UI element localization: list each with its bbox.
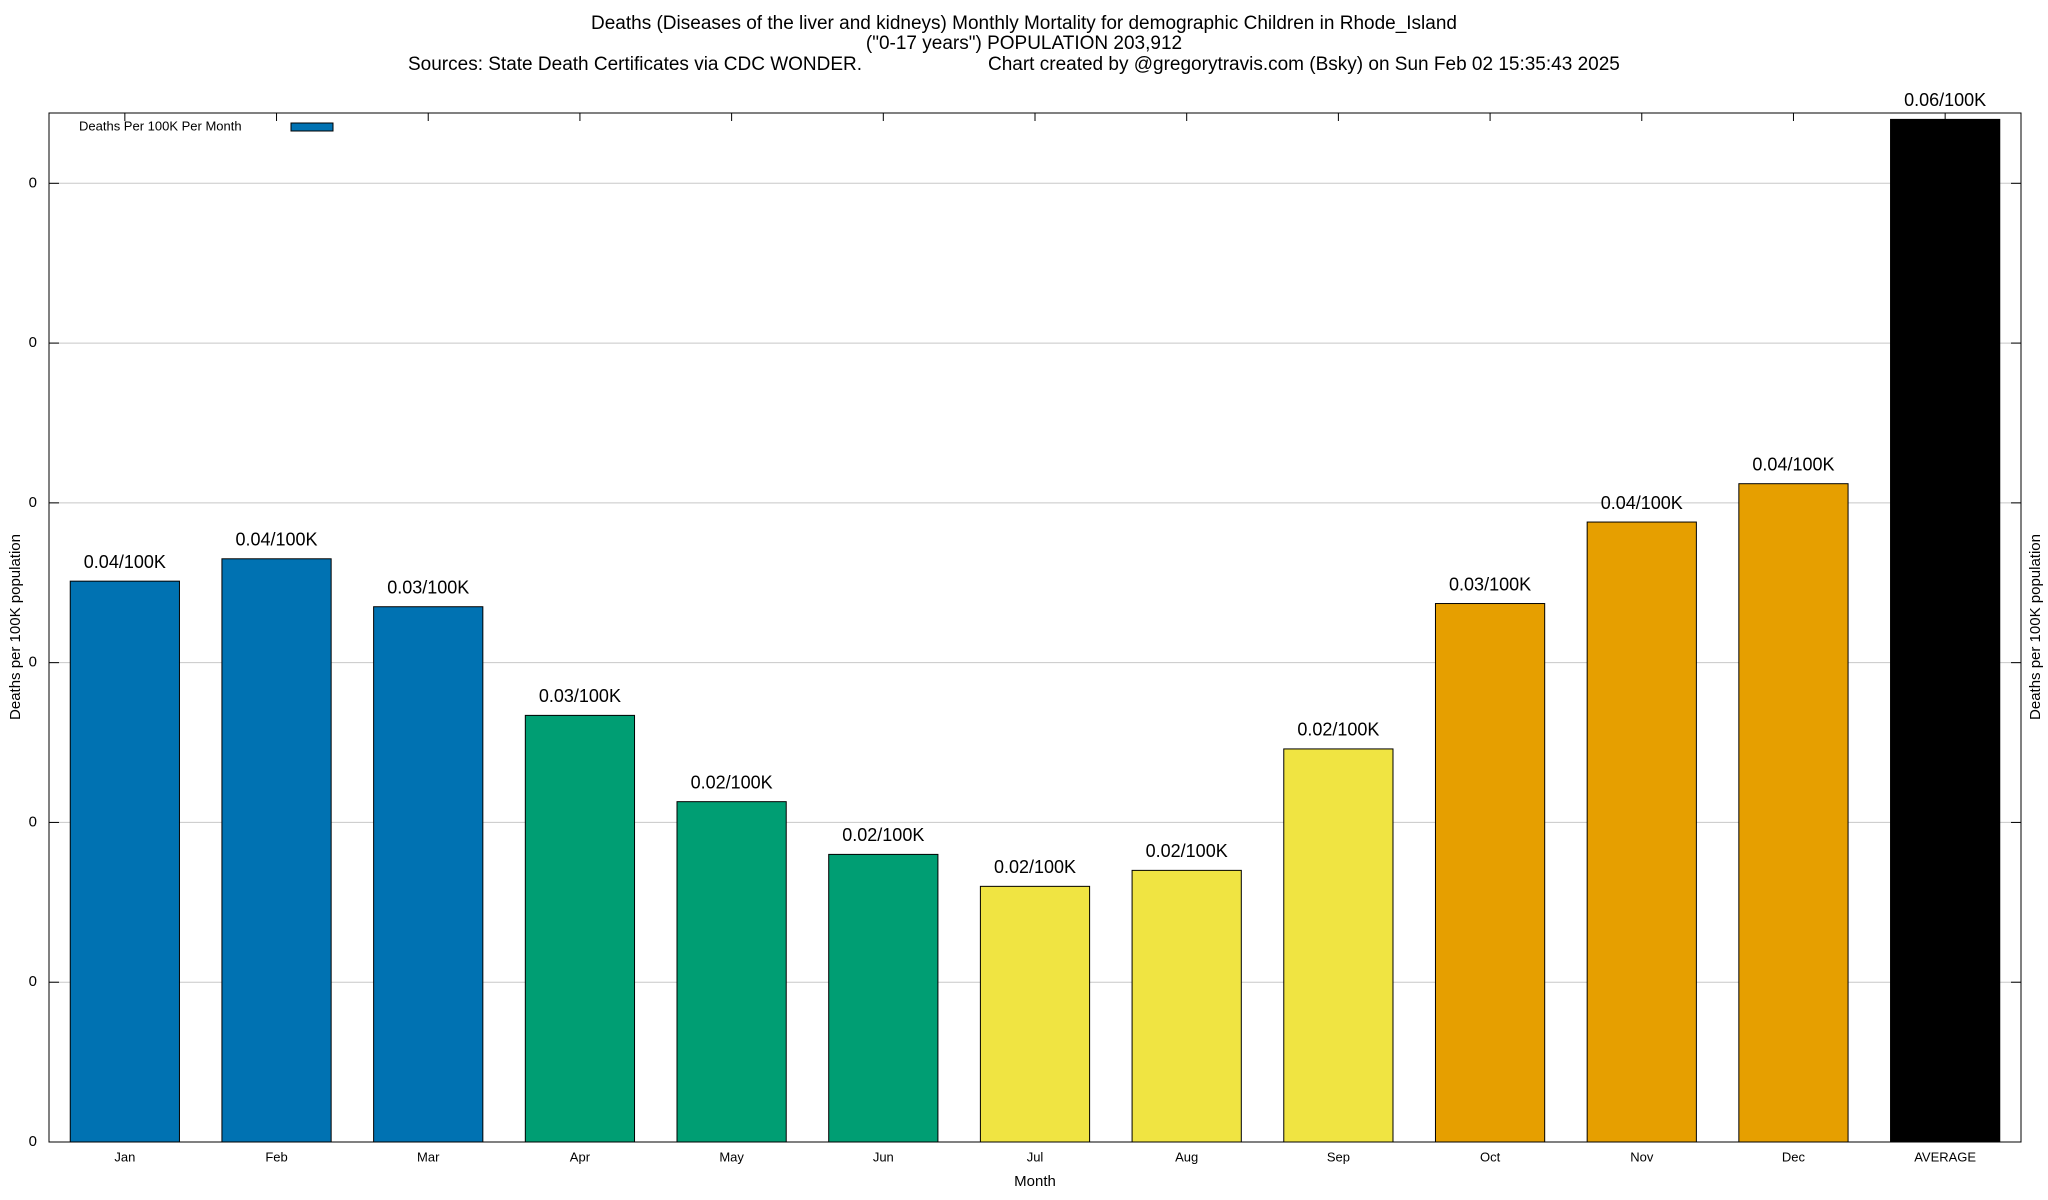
value-label: 0.02/100K — [1297, 720, 1379, 740]
x-tick-label: Mar — [417, 1149, 440, 1164]
bar — [1434, 603, 1546, 1143]
value-label: 0.04/100K — [1601, 493, 1683, 513]
y-tick-label: 0 — [29, 1133, 37, 1150]
y-axis-label: Deaths per 100K population — [7, 534, 24, 720]
value-label: 0.02/100K — [842, 825, 924, 845]
value-label: 0.02/100K — [1146, 841, 1228, 861]
value-label: 0.04/100K — [1752, 454, 1834, 474]
value-label: 0.02/100K — [691, 772, 773, 792]
bar — [1131, 869, 1242, 1143]
bar — [1890, 118, 2001, 1143]
chart-subtitle: ("0-17 years") POPULATION 203,912 — [866, 33, 1182, 54]
x-axis-label: Month — [1014, 1173, 1056, 1190]
x-tick-label: Jul — [1027, 1149, 1044, 1164]
bar — [373, 606, 484, 1143]
y-tick-label: 0 — [29, 494, 37, 511]
bar — [524, 714, 636, 1143]
x-tick-label: Feb — [265, 1149, 287, 1164]
value-label: 0.04/100K — [84, 552, 166, 572]
sources: Sources: State Death Certificates via CD… — [408, 54, 862, 75]
legend-swatch — [290, 122, 334, 132]
bar — [828, 853, 939, 1143]
bar — [979, 885, 1091, 1143]
y-tick-label: 0 — [29, 973, 37, 990]
bar — [1586, 521, 1697, 1143]
value-label: 0.03/100K — [387, 577, 469, 597]
y-tick-label: 0 — [29, 174, 37, 191]
bar — [676, 801, 787, 1143]
x-tick-label: Aug — [1175, 1149, 1198, 1164]
credit: Chart created by @gregorytravis.com (Bsk… — [988, 54, 1620, 75]
value-label: 0.02/100K — [994, 857, 1076, 877]
legend-label: Deaths Per 100K Per Month — [79, 118, 242, 133]
y-tick-label: 0 — [29, 334, 37, 351]
value-label: 0.03/100K — [539, 686, 621, 706]
bar — [1283, 748, 1394, 1143]
y-tick-label: 0 — [29, 813, 37, 830]
x-tick-label: Sep — [1327, 1149, 1350, 1164]
y-tick-label: 0 — [29, 654, 37, 671]
bar — [221, 558, 332, 1143]
x-tick-label: Apr — [570, 1149, 591, 1164]
bar — [1738, 483, 1849, 1143]
value-label: 0.06/100K — [1904, 90, 1986, 110]
x-tick-label: AVERAGE — [1914, 1149, 1976, 1164]
x-tick-label: Dec — [1782, 1149, 1806, 1164]
x-tick-label: Oct — [1480, 1149, 1501, 1164]
value-label: 0.04/100K — [235, 530, 317, 550]
x-tick-label: Jun — [873, 1149, 894, 1164]
plot-frame — [48, 112, 2022, 1143]
x-tick-label: Jan — [114, 1149, 135, 1164]
bar — [69, 580, 180, 1143]
x-tick-label: May — [719, 1149, 744, 1164]
chart-title: Deaths (Diseases of the liver and kidney… — [591, 13, 1457, 34]
x-tick-label: Nov — [1630, 1149, 1654, 1164]
y2-axis-label: Deaths per 100K population — [2027, 534, 2044, 720]
value-label: 0.03/100K — [1449, 574, 1531, 594]
